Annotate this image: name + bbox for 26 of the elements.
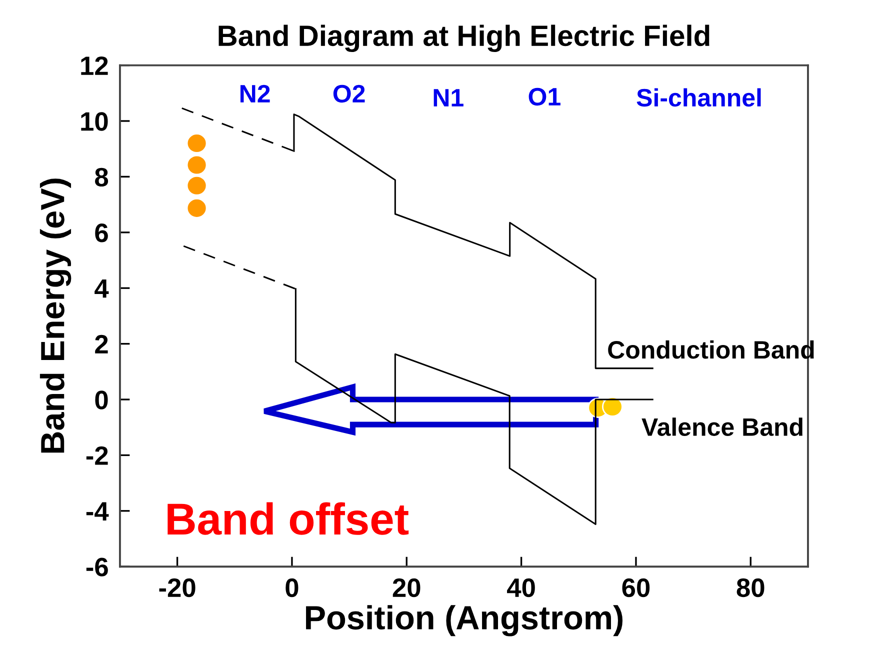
y-axis-title: Band Energy (eV): [40, 178, 72, 453]
annotation: Valence Band: [642, 418, 802, 436]
y-tick-label: -4: [86, 502, 109, 520]
y-tick-label: 6: [95, 224, 108, 242]
x-tick-label: 40: [507, 578, 535, 598]
x-tick-label: 20: [392, 578, 420, 598]
annotation: O2: [333, 84, 365, 103]
y-tick-label: 4: [94, 280, 109, 298]
y-tick-label: 12: [81, 56, 108, 75]
y-tick-label: 10: [81, 112, 108, 131]
x-tick-label: 0: [286, 578, 298, 598]
annotation: N1: [434, 89, 464, 106]
x-tick-label: -20: [159, 578, 196, 598]
x-axis-title: Position (Angstrom): [306, 605, 622, 636]
annotation: Si-channel: [636, 88, 761, 107]
annotation: Band offset: [168, 502, 409, 535]
y-tick-label: -6: [86, 558, 108, 576]
x-tick-label: 60: [622, 578, 650, 598]
y-tick-label: 8: [95, 168, 108, 187]
y-tick-label: 2: [95, 334, 108, 354]
x-tick-label: 80: [736, 578, 764, 598]
chart-title: Band Diagram at High Electric Field: [218, 24, 710, 52]
y-tick-label: -2: [86, 446, 108, 465]
annotation: O1: [528, 88, 560, 106]
y-tick-label: 0: [95, 390, 108, 410]
annotation: N2: [240, 84, 270, 102]
